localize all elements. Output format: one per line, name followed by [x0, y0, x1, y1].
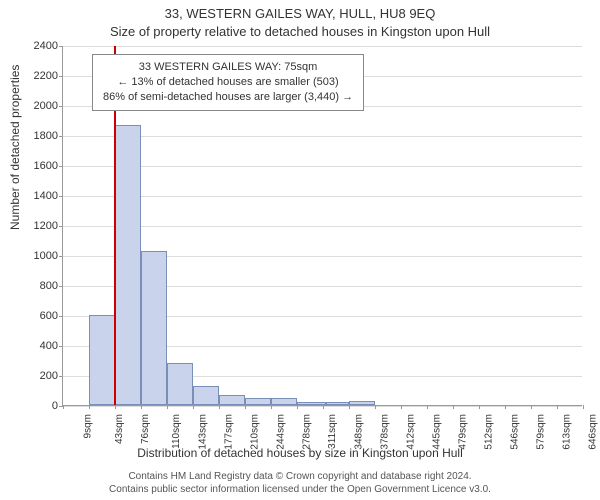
y-tick-label: 2400	[34, 40, 58, 52]
x-tick-mark	[505, 405, 506, 409]
histogram-bar	[219, 395, 245, 406]
x-tick-mark	[193, 405, 194, 409]
x-tick-label: 412sqm	[406, 414, 417, 450]
property-size-chart: 33, WESTERN GAILES WAY, HULL, HU8 9EQ Si…	[0, 0, 600, 500]
x-tick-label: 110sqm	[171, 414, 182, 449]
x-tick-mark	[583, 405, 584, 409]
x-tick-mark	[271, 405, 272, 409]
y-tick-label: 1800	[34, 130, 58, 142]
y-tick-label: 1000	[34, 250, 58, 262]
y-tick-mark	[59, 196, 63, 197]
y-tick-mark	[59, 76, 63, 77]
x-tick-mark	[167, 405, 168, 409]
histogram-bar	[271, 398, 297, 405]
y-tick-mark	[59, 136, 63, 137]
y-tick-mark	[59, 346, 63, 347]
x-tick-mark	[349, 405, 350, 409]
y-tick-label: 2000	[34, 100, 58, 112]
x-tick-label: 210sqm	[250, 414, 261, 450]
y-tick-label: 400	[40, 340, 58, 352]
x-tick-mark	[63, 405, 64, 409]
histogram-bar	[326, 402, 349, 405]
attribution-line2: Contains public sector information licen…	[0, 484, 600, 497]
y-tick-label: 1600	[34, 160, 58, 172]
x-tick-label: 244sqm	[276, 414, 287, 450]
y-tick-label: 200	[40, 370, 58, 382]
x-tick-mark	[323, 405, 324, 409]
histogram-bar	[193, 386, 219, 406]
x-tick-label: 9sqm	[82, 414, 93, 438]
property-info-box: 33 WESTERN GAILES WAY: 75sqm ← 13% of de…	[92, 54, 364, 111]
x-tick-mark	[141, 405, 142, 409]
y-tick-mark	[59, 256, 63, 257]
x-tick-mark	[219, 405, 220, 409]
x-tick-label: 445sqm	[432, 414, 443, 450]
info-box-line1: 33 WESTERN GAILES WAY: 75sqm	[103, 60, 353, 75]
y-tick-mark	[59, 376, 63, 377]
x-tick-label: 43sqm	[114, 414, 125, 444]
x-tick-mark	[245, 405, 246, 409]
x-tick-label: 479sqm	[458, 414, 469, 450]
x-tick-mark	[557, 405, 558, 409]
y-tick-mark	[59, 226, 63, 227]
y-tick-mark	[59, 46, 63, 47]
attribution-line1: Contains HM Land Registry data © Crown c…	[0, 471, 600, 484]
x-tick-label: 177sqm	[224, 414, 235, 450]
x-tick-mark	[427, 405, 428, 409]
x-tick-label: 378sqm	[380, 414, 391, 450]
x-tick-mark	[89, 405, 90, 409]
x-tick-mark	[297, 405, 298, 409]
attribution-text: Contains HM Land Registry data © Crown c…	[0, 471, 600, 496]
x-tick-label: 512sqm	[484, 414, 495, 450]
x-tick-mark	[115, 405, 116, 409]
y-tick-mark	[59, 166, 63, 167]
x-tick-label: 76sqm	[140, 414, 151, 444]
histogram-bar	[141, 251, 167, 406]
x-tick-label: 348sqm	[354, 414, 365, 450]
chart-title-sub: Size of property relative to detached ho…	[0, 24, 600, 39]
y-tick-label: 0	[52, 400, 58, 412]
x-tick-label: 143sqm	[198, 414, 209, 450]
chart-title-main: 33, WESTERN GAILES WAY, HULL, HU8 9EQ	[0, 6, 600, 21]
histogram-bar	[245, 398, 271, 405]
info-box-line2: ← 13% of detached houses are smaller (50…	[103, 75, 353, 90]
x-tick-mark	[375, 405, 376, 409]
gridline	[63, 46, 582, 47]
x-tick-mark	[401, 405, 402, 409]
x-tick-mark	[453, 405, 454, 409]
x-tick-label: 579sqm	[536, 414, 547, 450]
y-tick-label: 600	[40, 310, 58, 322]
y-tick-mark	[59, 286, 63, 287]
y-tick-label: 800	[40, 280, 58, 292]
x-tick-label: 646sqm	[588, 414, 599, 450]
x-axis-label: Distribution of detached houses by size …	[0, 446, 600, 460]
x-tick-label: 278sqm	[302, 414, 313, 450]
x-tick-label: 311sqm	[327, 414, 338, 449]
histogram-bar	[89, 315, 115, 405]
y-tick-mark	[59, 106, 63, 107]
x-tick-mark	[479, 405, 480, 409]
histogram-bar	[167, 363, 193, 405]
y-tick-label: 2200	[34, 70, 58, 82]
y-axis-label: Number of detached properties	[8, 65, 22, 230]
histogram-bar	[297, 402, 326, 405]
y-tick-label: 1400	[34, 190, 58, 202]
histogram-bar	[115, 125, 141, 406]
histogram-bar	[349, 401, 375, 406]
y-tick-mark	[59, 316, 63, 317]
info-box-line3: 86% of semi-detached houses are larger (…	[103, 90, 353, 105]
x-tick-mark	[531, 405, 532, 409]
y-tick-label: 1200	[34, 220, 58, 232]
x-tick-label: 546sqm	[510, 414, 521, 450]
x-tick-label: 613sqm	[562, 414, 573, 450]
